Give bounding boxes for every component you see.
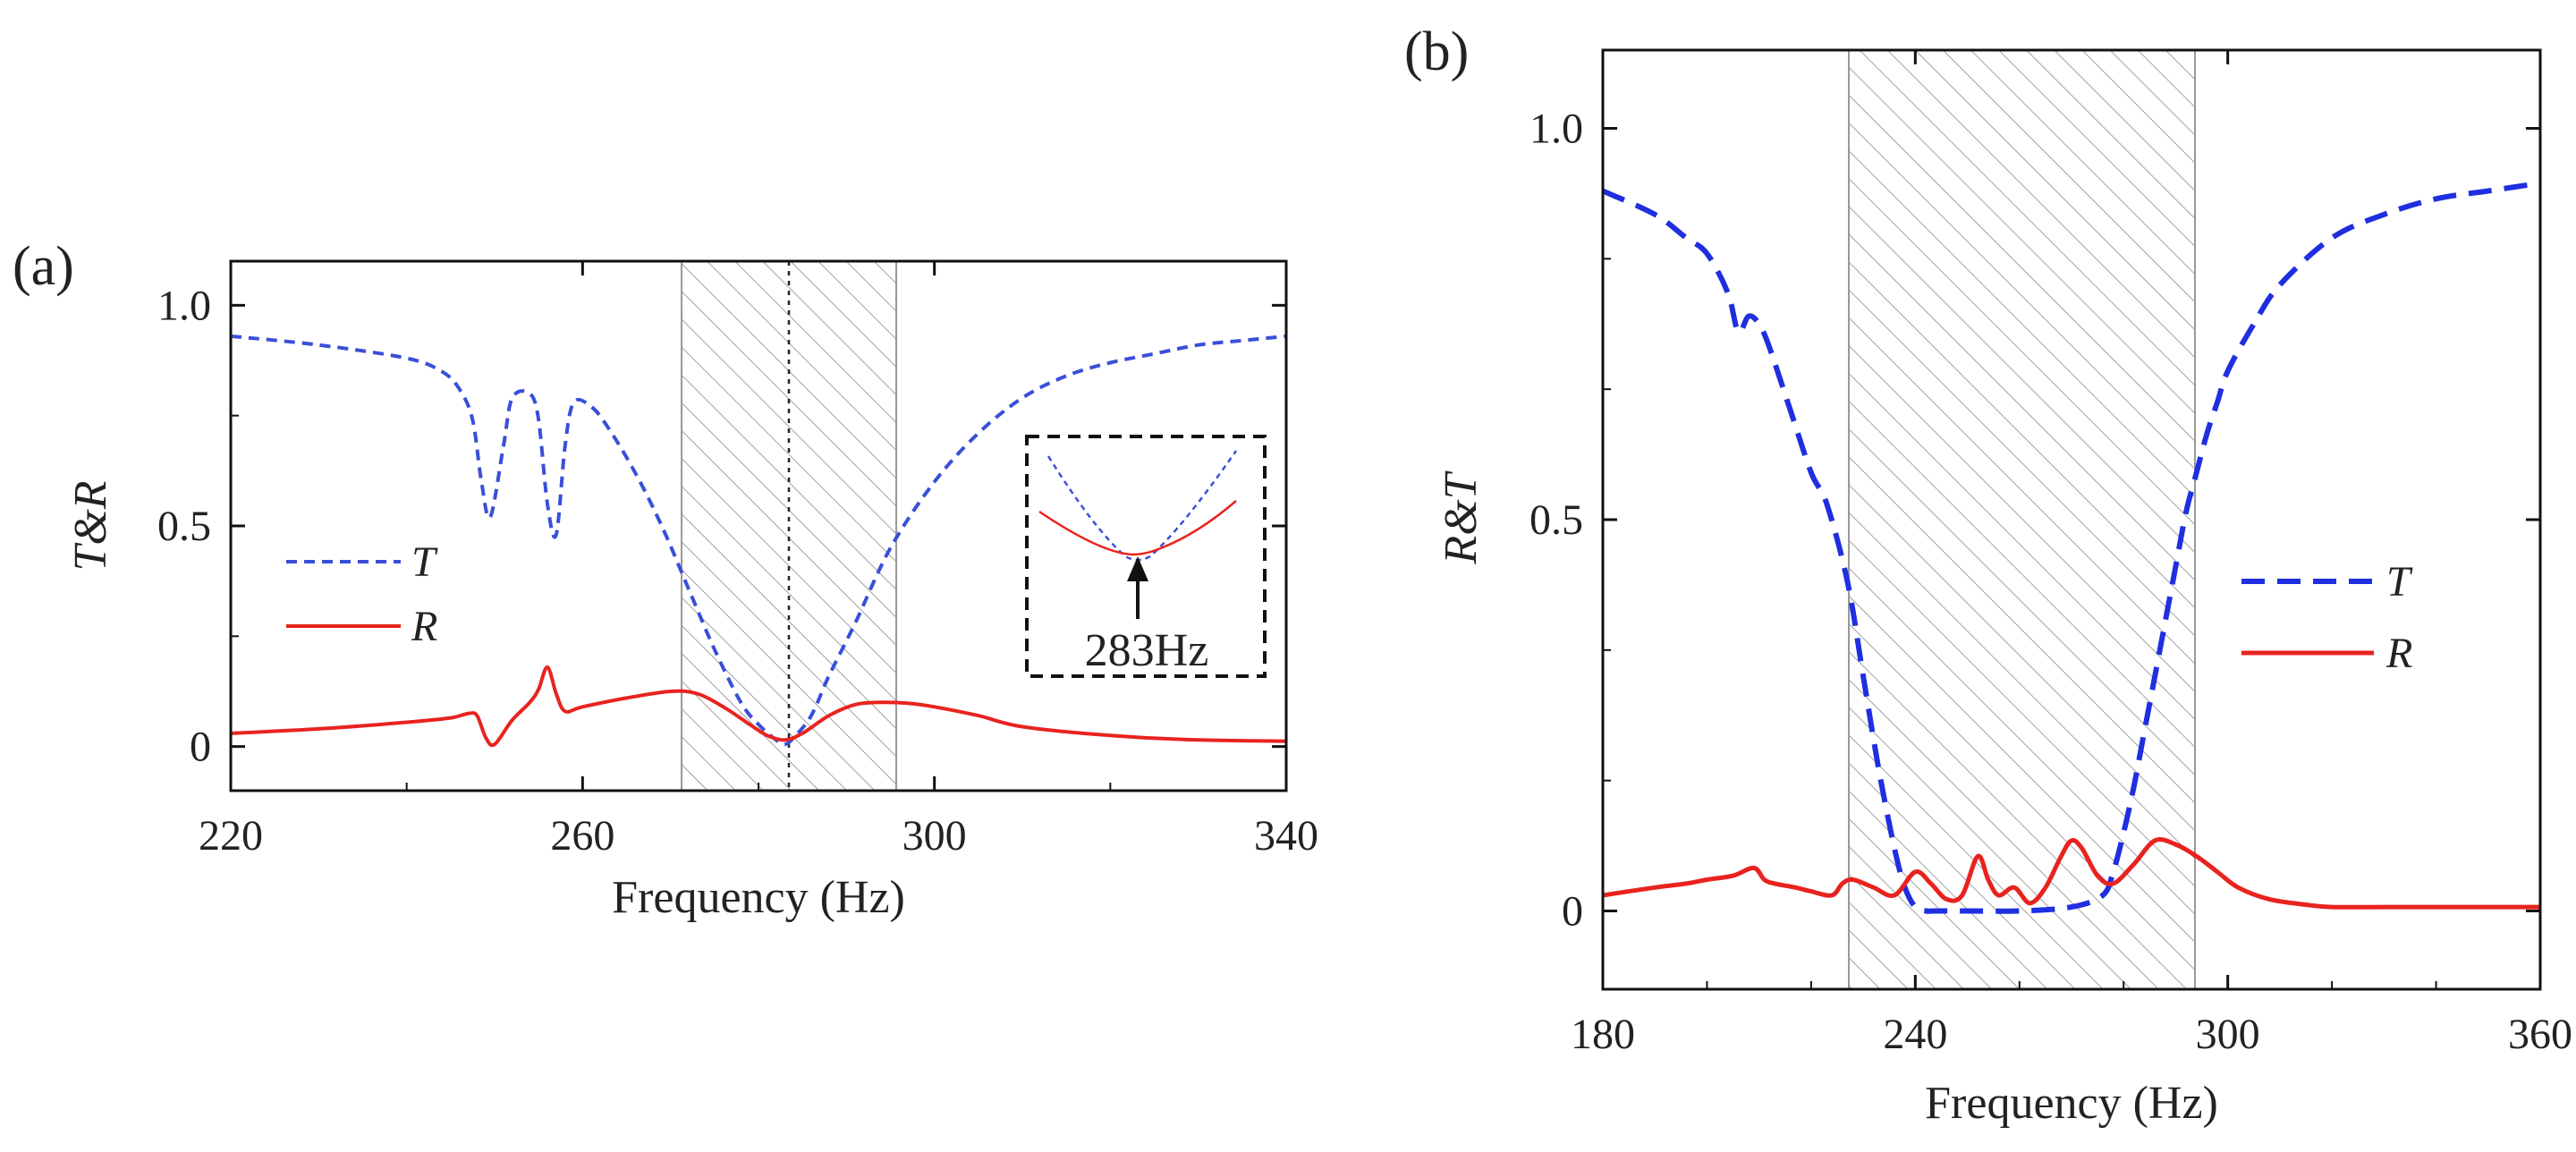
panel-a-inset-arrow-head [1127,556,1148,581]
panel-a-ylabel: T&R [65,480,116,571]
panel-a-xtick-label: 300 [902,812,967,860]
panel-b-legend: T R [2241,558,2413,677]
panel-a-legend: T R [286,538,438,650]
panel-b-legend-T-label: T [2386,558,2413,606]
panel-a-legend-T-label: T [411,538,438,586]
panel-b-series-R-line [1603,837,2540,910]
panel-a-label: (a) [13,236,74,297]
panel-a-legend-R-label: R [411,603,437,650]
panel-b-xtick-label: 240 [1883,1011,1947,1058]
panel-a-xlabel: Frequency (Hz) [612,872,905,923]
panel-a-xtick-label: 220 [199,812,263,860]
panel-b-xlabel: Frequency (Hz) [1925,1078,2218,1129]
panel-b-label: (b) [1404,21,1469,82]
panel-a-xtick-label: 260 [550,812,614,860]
panel-a-inset-R-curve [1038,500,1237,556]
panel-a-inset-frame [1025,435,1267,678]
panel-b-xtick-label: 180 [1571,1011,1635,1058]
panel-b-ytick-label: 0 [1562,888,1583,936]
panel-b-band [1848,49,2196,990]
panel-b-legend-R-label: R [2385,630,2412,677]
panel-b: (b) 180 240 300 360 0 0.5 1.0 Frequency (Hz) R… [1404,21,2572,1129]
panel-a: (a) 220 260 300 340 0 0.5 1.0 Frequency (Hz) T… [13,236,1318,923]
panel-a-ytick-label: 0 [190,724,211,771]
panel-a-series-R-line [231,665,1286,748]
panel-b-ylabel: R&T [1436,470,1487,564]
panel-a-ytick-label: 1.0 [157,282,211,329]
panel-a-inset-annotation: 283Hz [1085,625,1209,676]
panel-b-xtick-label: 300 [2196,1011,2260,1058]
panel-b-xtick-label: 360 [2508,1011,2572,1058]
panel-b-series-T-line [1603,180,2540,914]
panel-a-inset: 283Hz [1025,435,1267,678]
panel-a-inset-T-curve [1046,450,1238,562]
panel-b-ytick-label: 0.5 [1530,496,1583,544]
panel-b-ytick-label: 1.0 [1530,106,1583,153]
panel-a-xtick-label: 340 [1254,812,1318,860]
panel-a-ytick-label: 0.5 [157,503,211,550]
